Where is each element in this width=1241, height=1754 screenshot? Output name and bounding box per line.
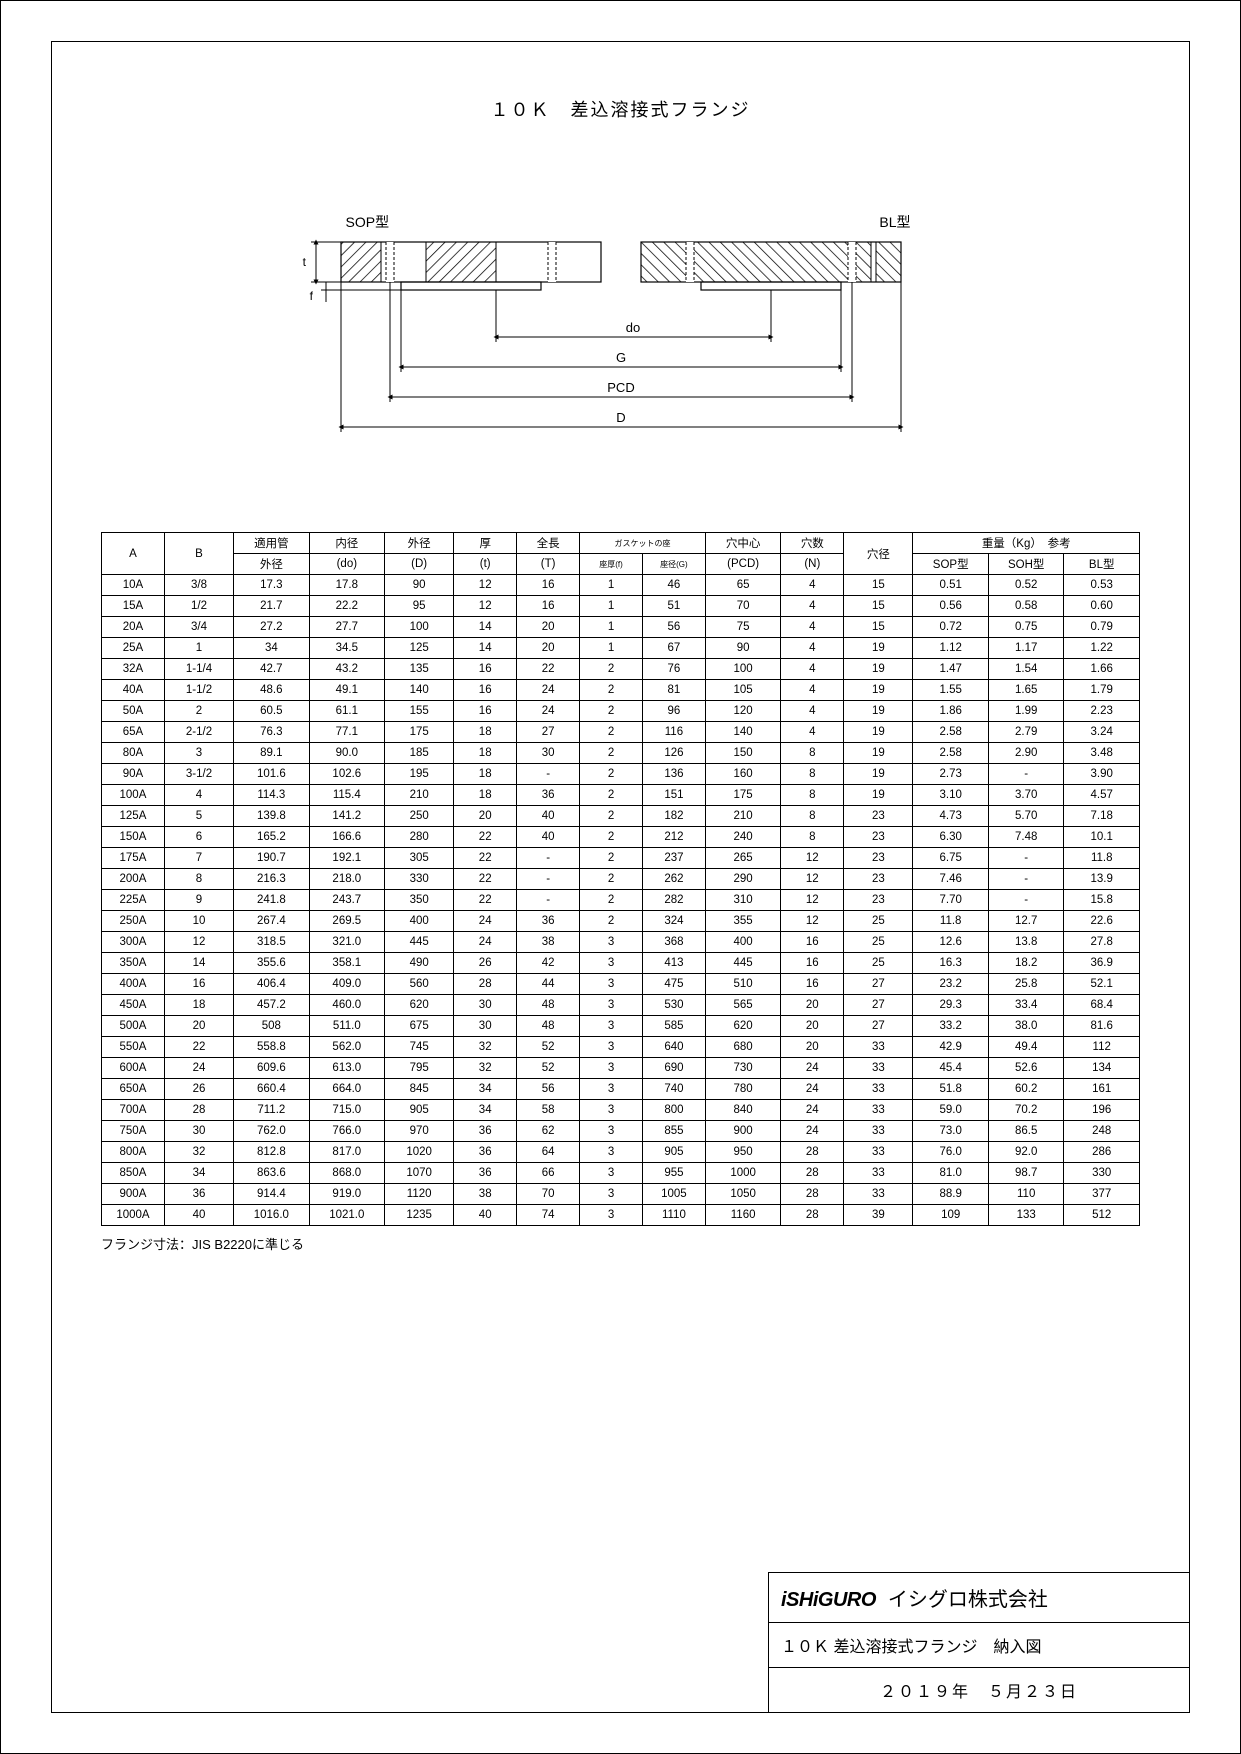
- company-row: iSHiGURO イシグロ株式会社: [769, 1573, 1189, 1623]
- flange-diagram: t f: [271, 212, 971, 472]
- date-row: ２０１９年 ５月２３日: [769, 1668, 1189, 1712]
- page: １０Ｋ 差込溶接式フランジ SOP型 BL型: [0, 0, 1241, 1754]
- drawing-title-row: １０Ｋ 差込溶接式フランジ 納入図: [769, 1623, 1189, 1668]
- svg-text:G: G: [615, 350, 625, 365]
- company-name: イシグロ株式会社: [888, 1583, 1048, 1612]
- title-block: iSHiGURO イシグロ株式会社 １０Ｋ 差込溶接式フランジ 納入図 ２０１９…: [768, 1572, 1189, 1712]
- svg-text:do: do: [625, 320, 639, 335]
- logo-text: iSHiGURO: [781, 1589, 876, 1612]
- svg-text:t: t: [302, 255, 306, 269]
- svg-text:f: f: [309, 289, 313, 303]
- svg-text:PCD: PCD: [607, 380, 634, 395]
- svg-text:D: D: [616, 410, 625, 425]
